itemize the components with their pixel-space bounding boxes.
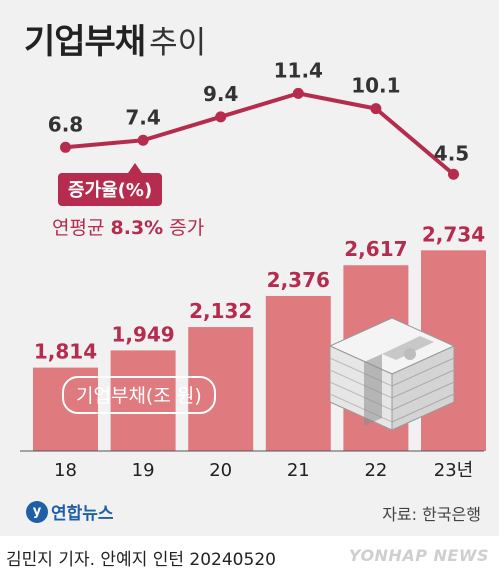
x-tick-label: 18 <box>54 460 77 481</box>
credit-line: 김민지 기자. 안예지 인턴 20240520 <box>6 550 276 570</box>
rate-legend-badge: 증가율(%) <box>58 163 163 206</box>
bar-value-label: 2,617 <box>344 237 407 261</box>
rate-value-label: 11.4 <box>274 58 323 82</box>
x-tick-label: 23년 <box>434 460 473 481</box>
rate-point <box>448 168 459 180</box>
growth-rate-line <box>65 91 455 176</box>
money-stack-icon <box>328 317 456 431</box>
rate-point <box>215 111 227 123</box>
footer: 김민지 기자. 안예지 인턴 20240520 YONHAP NEWS <box>0 536 499 584</box>
logo-text: 연합뉴스 <box>51 504 114 524</box>
chart-title: 기업부채 추이 <box>24 14 206 63</box>
source-row: y 연합뉴스 자료: 한국은행 <box>0 497 499 527</box>
rate-point <box>370 103 382 115</box>
watermark: YONHAP NEWS <box>348 546 489 565</box>
rate-value-label: 9.4 <box>203 82 238 106</box>
avg-suffix: 증가 <box>169 217 205 239</box>
bar-20 <box>188 327 254 451</box>
bar-value-label: 2,376 <box>267 268 330 292</box>
x-axis: 18 19 20 21 22 23년 <box>54 460 473 481</box>
x-tick-label: 19 <box>132 460 155 481</box>
x-tick-label: 22 <box>364 460 387 481</box>
rate-value-label: 10.1 <box>351 74 400 98</box>
x-tick-label: 20 <box>209 460 232 481</box>
avg-value: 8.3% <box>110 217 164 239</box>
avg-prefix: 연평균 <box>52 217 105 239</box>
bar-value-label: 1,949 <box>111 322 174 346</box>
rate-point <box>60 141 71 153</box>
bar-19 <box>110 350 176 451</box>
rate-value-label: 7.4 <box>125 105 160 129</box>
rate-point <box>292 87 304 99</box>
x-tick-label: 21 <box>287 460 310 481</box>
rate-point <box>137 134 149 146</box>
average-growth-note: 연평균 8.3% 증가 <box>52 213 204 240</box>
rate-value-label: 4.5 <box>434 141 469 165</box>
bar-legend-label: 기업부채(조 원) <box>62 376 216 414</box>
title-main: 기업부채 <box>24 22 146 62</box>
bar-value-label: 2,132 <box>189 299 252 323</box>
bar-value-label: 2,734 <box>422 222 485 246</box>
bar-value-label: 1,814 <box>34 340 97 364</box>
yonhap-logo-icon: y <box>26 500 48 523</box>
source-text: 자료: 한국은행 <box>382 505 481 524</box>
logo: y 연합뉴스 <box>26 499 114 524</box>
rate-value-label: 6.8 <box>48 112 83 136</box>
title-sub: 추이 <box>149 25 207 61</box>
line-layer: 6.8 7.4 9.4 11.4 10.1 4.5 <box>48 58 469 180</box>
bar-21 <box>265 295 331 451</box>
